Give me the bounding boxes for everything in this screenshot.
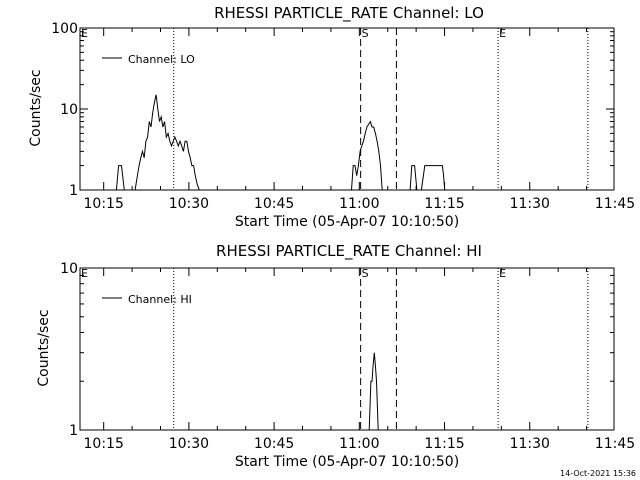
series-line-lo-0 — [115, 94, 200, 191]
x-axis-label-lo: Start Time (05-Apr-07 10:10:50) — [235, 214, 459, 230]
series-line-hi-0 — [368, 352, 379, 431]
x-tick-label-hi: 11:45 — [595, 436, 635, 452]
marker-label-lo: E — [81, 27, 88, 40]
x-tick-label-hi: 11:15 — [424, 436, 464, 452]
x-tick-label-hi: 10:15 — [84, 436, 124, 452]
legend-label-lo: Channel: LO — [128, 53, 195, 66]
x-tick-label-lo: 10:45 — [254, 196, 294, 212]
x-tick-label-hi: 11:30 — [510, 436, 550, 452]
y-tick-label-hi: 1 — [69, 423, 78, 439]
x-tick-label-lo: 11:00 — [339, 196, 379, 212]
y-axis-label-lo: Counts/sec — [28, 69, 44, 146]
y-tick-label-hi: 10 — [60, 261, 78, 277]
x-tick-label-lo: 11:45 — [595, 196, 635, 212]
marker-label-hi: S — [362, 267, 369, 280]
y-tick-label-lo: 1 — [69, 183, 78, 199]
marker-label-hi: E — [81, 267, 88, 280]
marker-label-lo: S — [362, 27, 369, 40]
y-tick-label-lo: 10 — [60, 102, 78, 118]
footer-timestamp: 14-Oct-2021 15:36 — [560, 469, 636, 478]
x-axis-label-hi: Start Time (05-Apr-07 10:10:50) — [235, 454, 459, 470]
y-axis-label-hi: Counts/sec — [36, 309, 52, 386]
x-tick-label-hi: 10:30 — [169, 436, 209, 452]
series-line-lo-1 — [351, 120, 383, 191]
x-tick-label-lo: 10:30 — [169, 196, 209, 212]
legend-label-hi: Channel: HI — [128, 293, 192, 306]
marker-label-lo: E — [499, 27, 506, 40]
x-tick-label-hi: 10:45 — [254, 436, 294, 452]
y-tick-label-lo: 100 — [51, 21, 78, 37]
chart-title-lo: RHESSI PARTICLE_RATE Channel: LO — [214, 4, 484, 23]
x-tick-label-lo: 11:30 — [510, 196, 550, 212]
marker-label-hi: E — [499, 267, 506, 280]
series-line-lo-2 — [409, 165, 446, 191]
x-tick-label-lo: 10:15 — [84, 196, 124, 212]
x-tick-label-lo: 11:15 — [424, 196, 464, 212]
chart-title-hi: RHESSI PARTICLE_RATE Channel: HI — [216, 242, 482, 261]
x-tick-label-hi: 11:00 — [339, 436, 379, 452]
